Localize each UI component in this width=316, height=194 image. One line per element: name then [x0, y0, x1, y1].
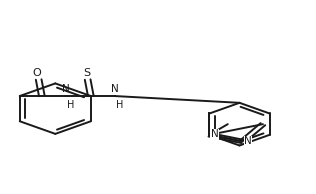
Text: O: O — [33, 68, 41, 78]
Text: H: H — [116, 100, 123, 110]
Text: N: N — [62, 84, 70, 94]
Text: S: S — [83, 68, 90, 78]
Text: H: H — [67, 100, 74, 110]
Text: N: N — [111, 84, 119, 94]
Text: N: N — [244, 136, 252, 146]
Text: N: N — [211, 129, 219, 139]
